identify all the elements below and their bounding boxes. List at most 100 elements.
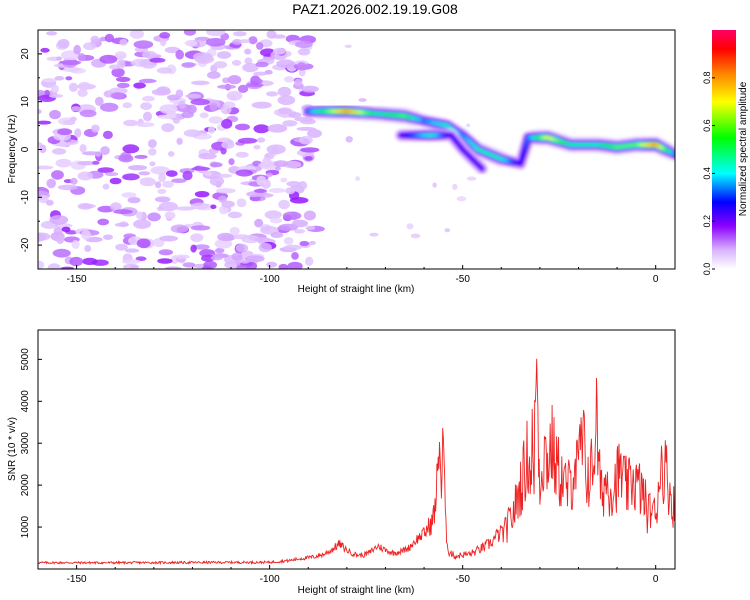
heat-blob xyxy=(162,180,174,188)
heat-blob xyxy=(148,139,157,149)
colorbar-gradient xyxy=(712,30,736,269)
heat-blob xyxy=(255,61,269,68)
heat-blob xyxy=(77,53,86,62)
heat-blob xyxy=(283,244,302,251)
heat-blob xyxy=(46,31,58,36)
heat-blob xyxy=(124,248,140,253)
heat-blob xyxy=(133,82,146,89)
heat-blob xyxy=(38,120,52,125)
heat-blob xyxy=(171,178,187,183)
heat-blob xyxy=(283,237,294,245)
heat-blob xyxy=(258,242,272,253)
heat-blob xyxy=(345,136,353,143)
heat-blob xyxy=(264,210,282,220)
heat-blob xyxy=(69,256,83,267)
heat-blob xyxy=(285,187,296,195)
y-tick-label: 1000 xyxy=(20,516,31,539)
heat-blob xyxy=(296,62,307,71)
heat-blob xyxy=(217,84,237,90)
heat-blob xyxy=(267,124,288,133)
snr-panel: -150 -100 -50 0 1000 2000 3000 4000 5000 Height… xyxy=(7,329,676,596)
heat-blob xyxy=(278,199,290,210)
heat-blob xyxy=(90,35,100,43)
heat-blob xyxy=(45,199,54,206)
heat-blob xyxy=(135,122,155,128)
heat-blob xyxy=(113,209,133,215)
heat-blob xyxy=(57,128,73,136)
heat-blob xyxy=(70,177,78,185)
y-tick-label: -10 xyxy=(20,190,31,205)
heat-blob xyxy=(77,171,94,181)
heat-blob xyxy=(236,264,248,269)
heat-blob xyxy=(78,81,91,91)
heat-blob xyxy=(77,161,97,166)
heat-blob xyxy=(97,218,109,226)
heat-blob xyxy=(253,144,261,150)
heat-blob xyxy=(149,161,156,167)
heat-blob xyxy=(216,188,236,194)
colorbar-label: Normalized spectral amplitude xyxy=(738,81,749,216)
y-tick-label: 20 xyxy=(20,48,31,60)
heat-blob xyxy=(217,232,234,242)
heat-blob xyxy=(110,202,122,212)
heat-blob xyxy=(190,202,210,210)
x-tick-label: 0 xyxy=(653,574,659,585)
heat-blob xyxy=(183,30,196,36)
heat-blob xyxy=(157,188,167,194)
heat-blob xyxy=(268,188,286,193)
heat-blob xyxy=(53,227,63,235)
heat-blob xyxy=(261,157,272,168)
heat-blob xyxy=(82,257,98,265)
heat-blob xyxy=(84,245,92,252)
heat-blob xyxy=(270,232,284,238)
heat-blob xyxy=(122,144,140,154)
heat-blob xyxy=(115,243,128,251)
snr-plot-area xyxy=(38,330,675,569)
heat-blob xyxy=(159,104,178,114)
heat-blob xyxy=(185,93,202,99)
heat-blob xyxy=(236,198,247,208)
heat-blob xyxy=(209,176,225,187)
x-axis-label: Height of straight line (km) xyxy=(298,585,415,596)
heat-blob xyxy=(218,195,227,203)
heat-blob xyxy=(102,183,110,190)
y-tick-label: 2000 xyxy=(20,474,31,497)
page-title: PAZ1.2026.002.19.19.G08 xyxy=(292,1,458,17)
heat-blob xyxy=(245,255,265,263)
heat-blob xyxy=(406,223,414,230)
heat-blob xyxy=(305,256,314,266)
heat-blob xyxy=(466,123,471,128)
heat-blob xyxy=(190,244,197,253)
heat-blob xyxy=(355,176,360,181)
heat-blob xyxy=(193,244,210,250)
heat-blob xyxy=(228,158,235,166)
heat-blob xyxy=(83,42,97,50)
heat-blob xyxy=(51,170,64,180)
heat-blob xyxy=(50,84,60,94)
heat-blob xyxy=(191,166,211,171)
x-axis-label: Height of straight line (km) xyxy=(298,284,415,295)
snr-series-line xyxy=(38,358,675,566)
heat-blob xyxy=(129,30,144,39)
heat-blob xyxy=(39,144,47,154)
heat-blob xyxy=(176,137,183,145)
heat-blob xyxy=(194,55,215,64)
heat-blob xyxy=(97,167,115,174)
heat-blob xyxy=(201,254,215,262)
heat-blob xyxy=(294,40,313,49)
heat-blob xyxy=(231,252,243,261)
y-axis-ticks: 1000 2000 3000 4000 5000 xyxy=(20,348,42,538)
heat-blob xyxy=(47,263,61,269)
heat-blob xyxy=(244,57,253,65)
heat-blob xyxy=(277,86,292,97)
heat-blob xyxy=(248,36,258,45)
y-tick-label: 3000 xyxy=(20,432,31,455)
y-tick-label: 0 xyxy=(20,146,31,152)
heat-blob xyxy=(55,56,63,61)
heat-blob xyxy=(48,93,64,98)
heat-blob xyxy=(291,252,299,260)
heat-blob xyxy=(79,144,87,153)
heat-blob xyxy=(266,172,273,177)
heat-blob xyxy=(235,169,253,177)
